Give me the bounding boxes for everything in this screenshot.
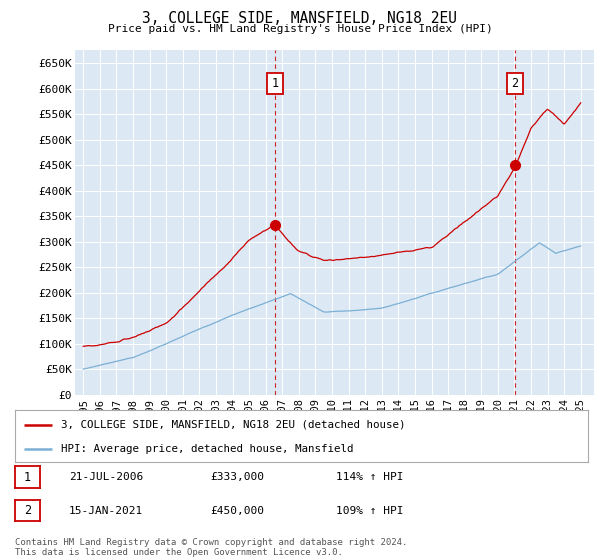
Text: HPI: Average price, detached house, Mansfield: HPI: Average price, detached house, Mans… xyxy=(61,444,353,454)
Text: 3, COLLEGE SIDE, MANSFIELD, NG18 2EU (detached house): 3, COLLEGE SIDE, MANSFIELD, NG18 2EU (de… xyxy=(61,420,406,430)
Text: 3, COLLEGE SIDE, MANSFIELD, NG18 2EU: 3, COLLEGE SIDE, MANSFIELD, NG18 2EU xyxy=(143,11,458,26)
Text: 1: 1 xyxy=(271,77,278,90)
Text: £333,000: £333,000 xyxy=(210,472,264,482)
Text: 15-JAN-2021: 15-JAN-2021 xyxy=(69,506,143,516)
Text: Price paid vs. HM Land Registry's House Price Index (HPI): Price paid vs. HM Land Registry's House … xyxy=(107,24,493,34)
Text: 21-JUL-2006: 21-JUL-2006 xyxy=(69,472,143,482)
Text: 2: 2 xyxy=(24,504,31,517)
Text: 1: 1 xyxy=(24,470,31,484)
Text: 109% ↑ HPI: 109% ↑ HPI xyxy=(336,506,404,516)
Text: £450,000: £450,000 xyxy=(210,506,264,516)
Text: 2: 2 xyxy=(512,77,518,90)
Text: 114% ↑ HPI: 114% ↑ HPI xyxy=(336,472,404,482)
Text: Contains HM Land Registry data © Crown copyright and database right 2024.
This d: Contains HM Land Registry data © Crown c… xyxy=(15,538,407,557)
